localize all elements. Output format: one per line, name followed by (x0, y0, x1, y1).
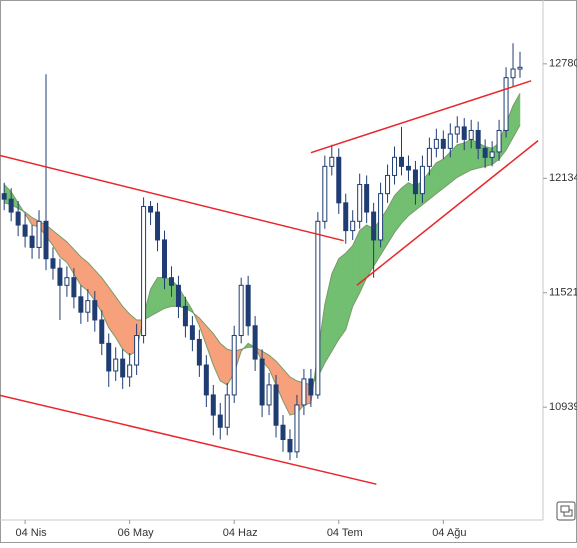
candle-body (231, 335, 237, 396)
candle-body (294, 404, 300, 453)
candle-body (419, 165, 425, 195)
y-tick-label: 12134 (549, 172, 577, 184)
candle-body (510, 68, 516, 79)
candle-body (496, 129, 502, 153)
candle-body (22, 224, 28, 237)
candle-body (8, 198, 14, 213)
candle-body (71, 277, 77, 298)
candle-body (385, 174, 391, 195)
candle-body (350, 220, 356, 232)
candle-body (196, 338, 202, 366)
candle-body (489, 151, 495, 158)
x-tick-label: 04 Tem (327, 527, 363, 539)
candle-body (141, 206, 147, 337)
candle-body (36, 220, 42, 248)
candle-body (398, 156, 404, 167)
candle-body (92, 300, 98, 321)
candle-body (155, 211, 161, 241)
candle-body (148, 206, 154, 213)
band-fill (338, 252, 346, 341)
x-tick-label: 04 Ağu (432, 527, 466, 539)
candle-body (357, 184, 363, 222)
candle-body (371, 211, 377, 241)
candle-body (315, 220, 321, 396)
candle-body (336, 156, 342, 204)
x-tick-label: 06 May (118, 527, 155, 539)
plot-area (0, 43, 539, 485)
candle-body (50, 258, 56, 269)
candle-body (43, 220, 49, 260)
candle-body (364, 184, 370, 213)
candle-body (433, 138, 439, 149)
candle-body (343, 202, 349, 232)
candle-body (99, 319, 105, 344)
band-fill (463, 138, 472, 175)
candle-body (134, 335, 140, 366)
candle-body (238, 284, 244, 337)
candle-body (475, 129, 481, 149)
candle-body (210, 394, 216, 416)
candle-body (113, 358, 119, 372)
candle-body (440, 138, 446, 149)
candle-body (503, 77, 509, 131)
candle-body (266, 384, 272, 406)
candle-body (224, 394, 230, 428)
trend-line (356, 140, 539, 286)
candle-body (29, 235, 35, 248)
candle-body (15, 211, 21, 226)
candle-body (64, 277, 70, 286)
candle-body (468, 129, 474, 140)
band-fill (457, 142, 465, 178)
candle-body (168, 277, 174, 286)
candle-body (127, 364, 133, 378)
candle-body (454, 126, 460, 135)
candle-body (57, 267, 63, 286)
candle-body (106, 342, 112, 372)
candle-body (308, 378, 314, 396)
candle-body (273, 384, 279, 426)
x-tick-label: 04 Haz (223, 527, 258, 539)
candle-body (287, 439, 293, 453)
y-tick-label: 11521 (549, 287, 577, 299)
screenshot-icon[interactable] (556, 501, 576, 521)
candle-body (189, 325, 195, 340)
candle-body (85, 300, 91, 313)
candle-body (412, 169, 418, 195)
candle-body (426, 147, 432, 167)
candle-body (378, 193, 384, 241)
candle-body (1, 193, 7, 200)
candle-body (245, 284, 251, 327)
band-fill (220, 342, 228, 386)
candle-body (322, 165, 328, 222)
candle-body (120, 358, 126, 378)
trend-line (310, 80, 532, 154)
candle-body (392, 156, 398, 176)
candle-body (280, 424, 286, 441)
candle-body (482, 147, 488, 158)
candle-body (252, 325, 258, 360)
candle-body (517, 66, 523, 70)
candle-body (217, 414, 223, 428)
y-tick-label: 10939 (549, 401, 577, 413)
trend-line (0, 154, 344, 242)
candle-body (162, 239, 168, 279)
candle-body (447, 133, 453, 149)
candle-body (329, 156, 335, 167)
candle-body (175, 284, 181, 307)
x-tick-label: 04 Nis (15, 527, 47, 539)
band-fill (157, 277, 165, 313)
candle-body (78, 296, 84, 313)
candle-body (405, 165, 411, 171)
trend-line (0, 394, 377, 485)
candle-body (301, 378, 307, 406)
candle-body (203, 364, 209, 396)
candle-body (259, 358, 265, 406)
candle-body (182, 305, 188, 327)
candle-body (461, 126, 467, 140)
y-tick-label: 12780 (549, 58, 577, 70)
